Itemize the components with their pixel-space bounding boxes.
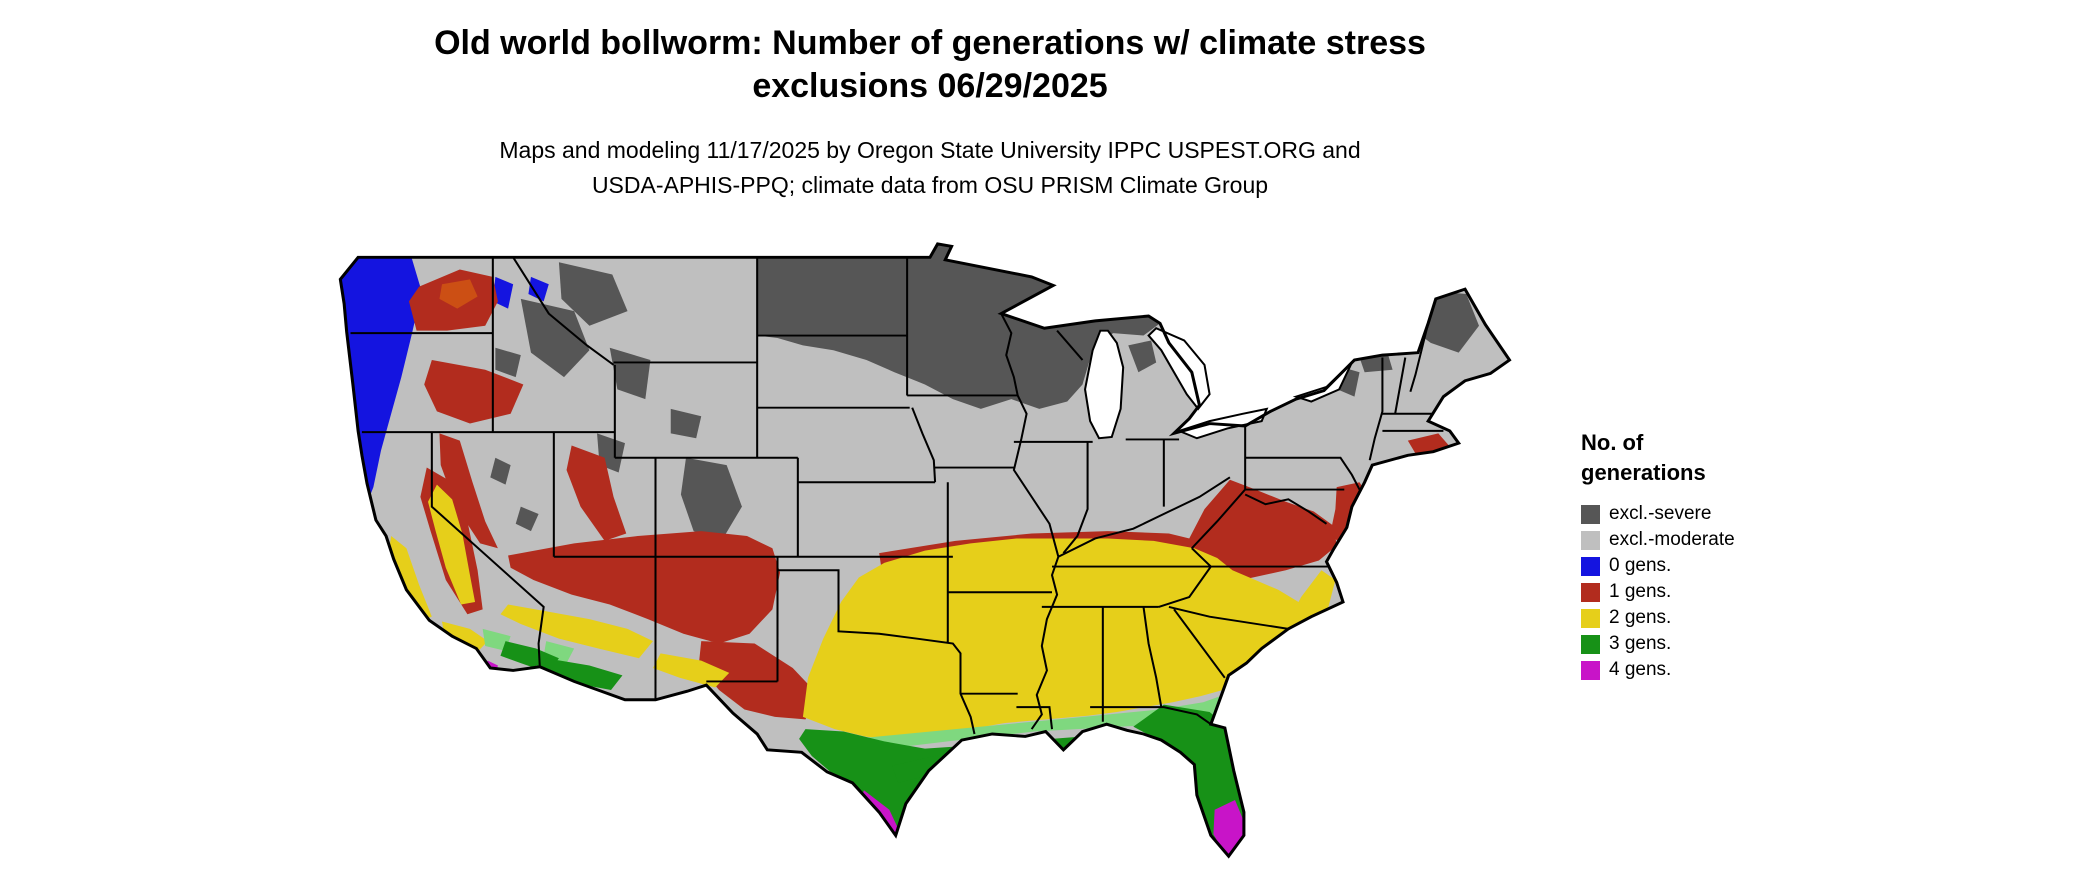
map-svg bbox=[338, 242, 1512, 859]
page-title-line1: Old world bollworm: Number of generation… bbox=[434, 24, 1426, 62]
legend-label: excl.-severe bbox=[1609, 503, 1712, 525]
legend: No. of generations excl.-severe excl.-mo… bbox=[1581, 428, 1881, 683]
legend-label: 4 gens. bbox=[1609, 659, 1672, 681]
us-generations-map bbox=[320, 228, 1540, 888]
legend-item: 1 gens. bbox=[1581, 579, 1881, 605]
legend-title: No. of generations bbox=[1581, 428, 1881, 487]
legend-item: 3 gens. bbox=[1581, 631, 1881, 657]
legend-item: excl.-moderate bbox=[1581, 527, 1881, 553]
us-outline bbox=[338, 242, 1512, 859]
legend-item: excl.-severe bbox=[1581, 501, 1881, 527]
legend-items: excl.-severe excl.-moderate 0 gens. 1 ge… bbox=[1581, 501, 1881, 683]
legend-label: 2 gens. bbox=[1609, 607, 1672, 629]
page-subtitle-line1: Maps and modeling 11/17/2025 by Oregon S… bbox=[499, 137, 1361, 163]
zone-excl-severe bbox=[490, 243, 1479, 566]
legend-swatch-0-gens bbox=[1581, 556, 1600, 576]
legend-title-line1: No. of bbox=[1581, 430, 1644, 455]
title-block: Old world bollworm: Number of generation… bbox=[0, 22, 1860, 202]
legend-swatch-2-gens bbox=[1581, 608, 1600, 628]
legend-swatch-excl-moderate bbox=[1581, 530, 1600, 550]
legend-label: 0 gens. bbox=[1609, 555, 1672, 577]
legend-label: 1 gens. bbox=[1609, 581, 1672, 603]
legend-item: 4 gens. bbox=[1581, 657, 1881, 683]
legend-item: 2 gens. bbox=[1581, 605, 1881, 631]
legend-label: excl.-moderate bbox=[1609, 529, 1735, 551]
legend-swatch-excl-severe bbox=[1581, 504, 1600, 524]
state-borders bbox=[350, 256, 1446, 735]
legend-swatch-1-gens bbox=[1581, 582, 1600, 602]
page-title-line2: exclusions 06/29/2025 bbox=[752, 66, 1108, 105]
legend-label: 3 gens. bbox=[1609, 633, 1672, 655]
legend-swatch-3-gens bbox=[1581, 634, 1600, 654]
legend-title-line2: generations bbox=[1581, 459, 1706, 485]
zone-orange-patch bbox=[439, 279, 478, 309]
legend-item: 0 gens. bbox=[1581, 553, 1881, 579]
lake-michigan bbox=[1084, 329, 1125, 440]
legend-swatch-4-gens bbox=[1581, 660, 1600, 680]
page-subtitle-line2: USDA-APHIS-PPQ; climate data from OSU PR… bbox=[591, 171, 1269, 198]
page-subtitle: Maps and modeling 11/17/2025 by Oregon S… bbox=[0, 133, 1860, 202]
